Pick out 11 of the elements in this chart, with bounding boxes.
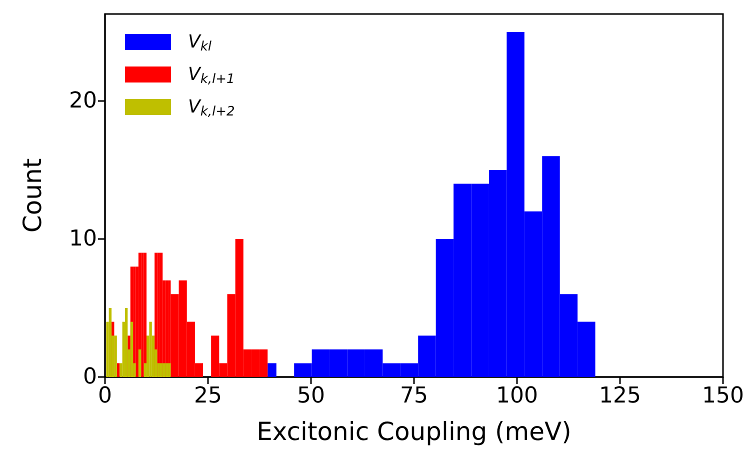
x-tick-label: 125: [599, 384, 641, 408]
x-tick-label: 50: [297, 384, 325, 408]
x-tick-label: 75: [400, 384, 428, 408]
x-tick-label: 25: [194, 384, 222, 408]
y-axis-title: Count: [18, 158, 47, 233]
x-axis-title: Excitonic Coupling (meV): [256, 417, 572, 446]
x-tick-label: 100: [496, 384, 538, 408]
y-tick-label: 20: [69, 88, 97, 114]
y-tick-label: 10: [69, 226, 97, 252]
x-tick-label: 150: [702, 384, 744, 408]
y-tick-label: 0: [83, 364, 97, 390]
